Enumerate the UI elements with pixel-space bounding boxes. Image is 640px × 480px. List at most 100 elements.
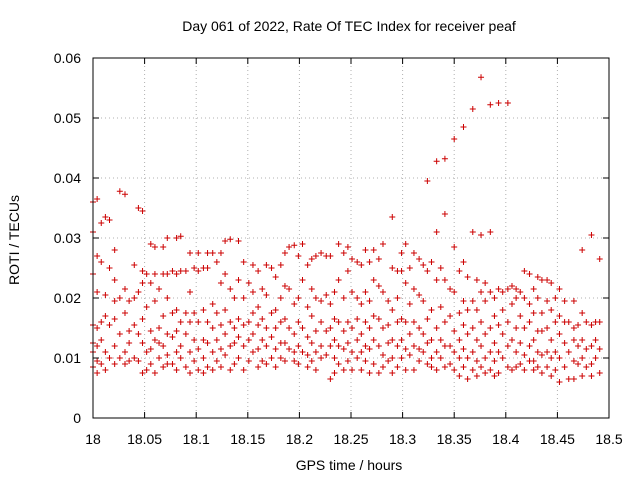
data-point bbox=[538, 277, 545, 283]
data-point bbox=[182, 364, 189, 370]
data-point bbox=[420, 349, 427, 355]
data-point bbox=[389, 355, 396, 361]
data-point bbox=[366, 370, 373, 376]
data-point bbox=[424, 361, 431, 367]
data-point bbox=[521, 325, 528, 331]
data-point bbox=[420, 298, 427, 304]
data-point bbox=[379, 352, 386, 358]
data-point bbox=[433, 229, 440, 235]
data-point bbox=[534, 364, 541, 370]
data-point bbox=[441, 277, 448, 283]
data-point bbox=[268, 334, 275, 340]
data-point bbox=[451, 136, 458, 142]
data-point bbox=[402, 319, 409, 325]
data-point bbox=[469, 349, 476, 355]
data-point bbox=[131, 322, 138, 328]
data-point bbox=[478, 343, 485, 349]
data-point bbox=[504, 286, 511, 292]
data-point bbox=[340, 295, 347, 301]
data-point bbox=[517, 313, 524, 319]
data-point bbox=[517, 289, 524, 295]
axis-ticks: 18 18.05 18.1 18.15 18.2 18.25 18.3 18.35 18.4 18… bbox=[54, 50, 623, 447]
data-point bbox=[209, 250, 216, 256]
data-point bbox=[173, 235, 180, 241]
data-point bbox=[335, 319, 342, 325]
data-point bbox=[227, 343, 234, 349]
data-point bbox=[385, 322, 392, 328]
data-point bbox=[464, 331, 471, 337]
data-point bbox=[126, 340, 133, 346]
x-tick-label: 18.45 bbox=[540, 431, 575, 447]
data-point bbox=[544, 298, 551, 304]
data-point bbox=[394, 364, 401, 370]
data-point bbox=[460, 124, 467, 130]
data-point bbox=[126, 328, 133, 334]
data-point bbox=[331, 289, 338, 295]
data-point bbox=[135, 358, 142, 364]
data-point bbox=[240, 259, 247, 265]
data-point bbox=[416, 256, 423, 262]
data-point bbox=[291, 242, 298, 249]
data-point bbox=[291, 358, 298, 364]
data-point bbox=[235, 277, 242, 283]
data-point bbox=[389, 265, 396, 271]
data-point bbox=[478, 74, 485, 81]
data-point bbox=[255, 364, 262, 370]
data-point bbox=[552, 319, 559, 325]
data-point bbox=[111, 298, 118, 304]
data-point bbox=[362, 319, 369, 325]
data-point bbox=[240, 295, 247, 301]
data-point bbox=[164, 295, 171, 301]
data-point bbox=[394, 343, 401, 349]
data-point bbox=[464, 307, 471, 313]
data-point bbox=[491, 340, 498, 346]
data-point bbox=[517, 361, 524, 367]
data-point bbox=[460, 298, 467, 304]
data-point bbox=[521, 295, 528, 301]
data-point bbox=[227, 367, 234, 373]
data-point bbox=[126, 298, 133, 304]
data-point bbox=[344, 340, 351, 346]
data-point bbox=[204, 265, 211, 271]
data-point bbox=[195, 250, 202, 256]
data-point bbox=[272, 346, 279, 352]
data-point bbox=[263, 325, 270, 331]
data-point bbox=[398, 355, 405, 361]
data-point bbox=[385, 298, 392, 304]
data-point bbox=[433, 325, 440, 331]
data-point bbox=[173, 307, 180, 313]
data-point bbox=[169, 268, 176, 274]
data-point bbox=[410, 250, 417, 256]
data-point bbox=[191, 358, 198, 364]
data-point bbox=[420, 262, 427, 268]
data-point bbox=[204, 364, 211, 370]
data-point bbox=[187, 289, 194, 295]
data-point bbox=[469, 325, 476, 331]
data-point bbox=[441, 155, 448, 162]
data-point bbox=[521, 367, 528, 373]
data-point bbox=[217, 346, 224, 352]
data-point bbox=[570, 298, 577, 304]
data-point bbox=[513, 295, 520, 301]
data-point bbox=[447, 361, 454, 367]
data-point bbox=[308, 358, 315, 364]
data-point bbox=[255, 346, 262, 352]
data-point bbox=[487, 325, 494, 331]
data-point bbox=[570, 337, 577, 343]
data-point bbox=[286, 346, 293, 352]
data-point bbox=[362, 289, 369, 295]
data-point bbox=[147, 241, 154, 247]
y-tick-label: 0.04 bbox=[54, 170, 81, 186]
data-point bbox=[575, 343, 582, 349]
data-point bbox=[277, 295, 284, 301]
data-point bbox=[385, 340, 392, 346]
data-point bbox=[204, 319, 211, 325]
data-point bbox=[456, 373, 463, 379]
x-tick-label: 18.1 bbox=[183, 431, 210, 447]
data-point bbox=[370, 277, 377, 283]
data-point bbox=[272, 325, 279, 331]
data-point bbox=[249, 262, 256, 268]
data-point bbox=[544, 364, 551, 370]
data-point bbox=[160, 244, 167, 250]
